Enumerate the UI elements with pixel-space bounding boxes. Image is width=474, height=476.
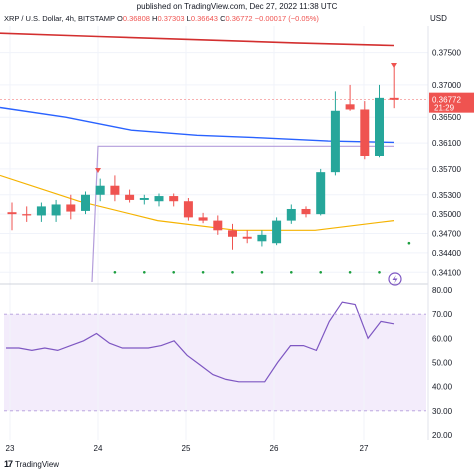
time-tick-label: 25 <box>182 444 191 453</box>
brand-name: TradingView <box>15 459 60 469</box>
rsi-tick-label: 30.00 <box>432 407 453 416</box>
symbol-name[interactable]: XRP / U.S. Dollar, 4h, BITSTAMP <box>4 14 115 23</box>
sar-dot <box>407 241 411 245</box>
time-tick-label: 23 <box>6 444 15 453</box>
rsi-tick-label: 20.00 <box>432 431 453 440</box>
sar-dot <box>348 271 352 274</box>
published-caption: published on TradingView.com, Dec 27, 20… <box>136 2 338 11</box>
price-tick-label: 0.37000 <box>432 81 461 90</box>
rsi-tick-label: 50.00 <box>432 359 453 368</box>
ohlc-high-value: 0.37303 <box>157 14 185 23</box>
rsi-band <box>4 314 426 411</box>
price-tick-label: 0.36500 <box>432 113 461 122</box>
candle-body <box>154 196 164 202</box>
ohlc-low-label: L <box>186 14 191 23</box>
candle-body <box>183 201 193 218</box>
symbol-ohlc-legend: XRP / U.S. Dollar, 4h, BITSTAMP O0.36808… <box>4 14 319 23</box>
ma-line-red <box>0 32 395 47</box>
price-tick-label: 0.35000 <box>432 210 461 219</box>
ohlc-close-value: 0.36772 <box>225 14 253 23</box>
candle-body <box>110 185 120 195</box>
candle-body <box>345 104 355 110</box>
alert-icon[interactable] <box>388 272 402 286</box>
sar-dot <box>290 271 293 274</box>
sell-arrow-icon <box>95 168 101 173</box>
price-tick-label: 0.35700 <box>432 165 461 174</box>
candle-body <box>272 220 282 244</box>
price-tick-label: 0.34400 <box>432 249 461 258</box>
candle-body <box>125 194 135 200</box>
ohlc-high-label: H <box>152 14 158 23</box>
sar-dot <box>319 271 323 274</box>
ohlc-close-label: C <box>220 14 226 23</box>
candle-body <box>22 214 32 216</box>
price-change: −0.00017 (−0.05%) <box>254 14 319 23</box>
sar-dot <box>113 271 117 274</box>
sar-dot <box>172 271 175 274</box>
price-lines <box>0 32 428 283</box>
sar-dot <box>231 271 234 274</box>
candle-body <box>169 196 179 202</box>
rsi-line <box>6 301 395 383</box>
time-tick-label: 24 <box>94 444 103 453</box>
candle-body <box>375 97 384 156</box>
tradingview-logo-icon: 17 <box>4 459 13 469</box>
candle-body <box>330 110 340 173</box>
candle-body <box>7 212 17 215</box>
time-tick-label: 27 <box>360 444 369 453</box>
candle-body <box>95 185 105 195</box>
candle-body <box>198 217 208 221</box>
candle-body <box>242 236 252 239</box>
price-tick-label: 0.34700 <box>432 230 461 239</box>
price-tick-label: 0.37500 <box>432 49 461 58</box>
candle-body <box>51 204 61 216</box>
price-tick-label: 0.34100 <box>432 268 461 277</box>
candle-body <box>66 204 76 212</box>
ohlc-low-value: 0.36643 <box>190 14 218 23</box>
ohlc-open-label: O <box>116 14 123 23</box>
candle-body <box>213 220 223 231</box>
candle-body <box>301 208 311 215</box>
candle-body <box>139 198 149 200</box>
sar-dot <box>143 271 146 274</box>
level-line <box>91 145 394 283</box>
grid <box>0 26 428 440</box>
price-tick-label: 0.36100 <box>432 139 461 148</box>
rsi-tick-label: 60.00 <box>432 334 453 343</box>
candle-body <box>389 97 399 100</box>
markers <box>95 63 411 274</box>
rsi-tick-label: 40.00 <box>432 383 453 392</box>
candle-body <box>316 172 326 215</box>
candle-body <box>228 230 237 237</box>
candle-body <box>286 208 296 221</box>
ma-line-orange <box>0 174 395 231</box>
tradingview-brand: 17 TradingView <box>4 459 59 469</box>
price-tag-countdown: 21:29 <box>434 104 455 113</box>
candles <box>7 65 399 250</box>
ma-line-blue <box>0 106 395 144</box>
rsi-tick-label: 70.00 <box>432 310 453 319</box>
time-axis[interactable]: 23 24 25 26 27 <box>6 444 369 453</box>
rsi-tick-label: 80.00 <box>432 286 453 295</box>
sar-dot <box>201 271 205 274</box>
rsi-pane <box>4 301 426 412</box>
candle-body <box>36 206 46 216</box>
sar-dot <box>260 271 264 274</box>
sar-dot <box>378 271 381 274</box>
time-tick-label: 26 <box>270 444 279 453</box>
currency-label: USD <box>430 14 447 23</box>
chart-header: published on TradingView.com, Dec 27, 20… <box>0 0 474 26</box>
candle-body <box>257 234 267 242</box>
candle-body <box>360 109 370 156</box>
price-tick-label: 0.35300 <box>432 191 461 200</box>
price-tag-value: 0.36772 <box>432 96 461 105</box>
price-tag-box <box>429 92 474 113</box>
price-axis[interactable]: 0.37500 0.37000 0.36500 0.36100 0.35700 0.353… <box>432 49 461 440</box>
ohlc-open-value: 0.36808 <box>122 14 150 23</box>
candle-body <box>81 194 90 211</box>
sell-arrow-icon <box>391 63 397 68</box>
